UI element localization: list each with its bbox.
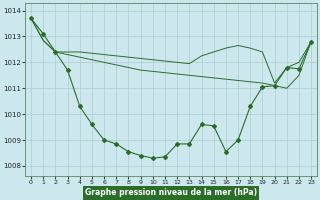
- X-axis label: Graphe pression niveau de la mer (hPa): Graphe pression niveau de la mer (hPa): [85, 188, 257, 197]
